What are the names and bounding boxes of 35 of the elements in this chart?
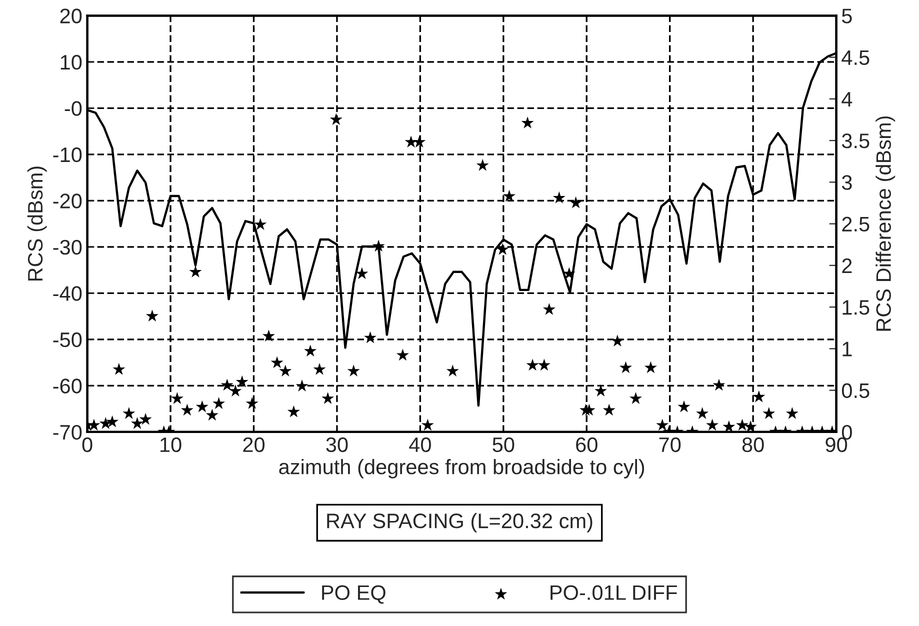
- x-tick-label: 50: [492, 437, 514, 452]
- x-tick-label: 60: [576, 437, 598, 452]
- y-tick-label: -10: [53, 147, 82, 162]
- x-tick-label: 30: [326, 437, 348, 452]
- y2-tick-label: 0.5: [842, 383, 870, 398]
- y-tick-label: -50: [53, 332, 82, 348]
- y-axis-title: RCS (dBsm): [27, 166, 47, 281]
- y-tick-label: -20: [53, 194, 82, 208]
- y-tick-label: 10: [60, 54, 82, 70]
- y-tick-label: 20: [60, 8, 82, 24]
- y2-tick-label: 1: [842, 342, 852, 356]
- x-tick-label: 70: [659, 437, 681, 452]
- legend-label: PO-.01L DIFF: [550, 585, 677, 600]
- y2-tick-label: 4.5: [842, 50, 870, 66]
- x-axis-title: azimuth (degrees from broadside to cyl): [279, 459, 644, 478]
- y-tick-label: -60: [53, 378, 82, 394]
- x-tick-label: 40: [409, 437, 431, 452]
- legend-title: RAY SPACING (L=20.32 cm): [327, 513, 592, 532]
- legend-label: PO EQ: [322, 585, 386, 604]
- x-tick-label: 10: [160, 437, 182, 452]
- x-tick-label: 0: [82, 437, 92, 452]
- y-tick-label: -40: [53, 286, 82, 301]
- y-tick-label: -70: [53, 424, 82, 440]
- y2-axis-title: RCS Difference (dBsm): [876, 116, 896, 331]
- y-tick-label: -30: [53, 240, 82, 255]
- y2-tick-label: 2: [842, 258, 852, 273]
- y2-tick-label: 2.5: [842, 216, 870, 232]
- x-tick-label: 20: [243, 437, 265, 452]
- x-tick-label: 80: [742, 437, 764, 452]
- y-tick-label: -0: [64, 101, 82, 116]
- y2-tick-label: 1.5: [842, 300, 870, 315]
- y2-tick-label: 3: [842, 175, 852, 190]
- y2-tick-label: 4: [842, 92, 852, 106]
- y2-tick-label: 5: [842, 8, 852, 24]
- y2-tick-label: 3.5: [842, 134, 870, 148]
